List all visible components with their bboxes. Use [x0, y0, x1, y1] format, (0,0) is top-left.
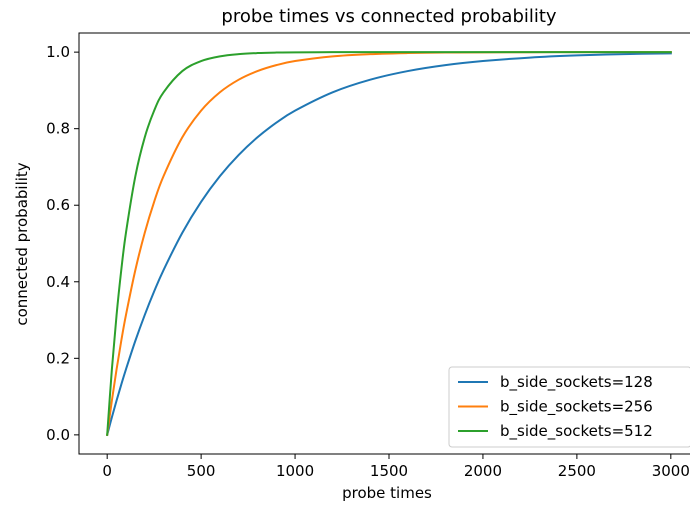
y-tick-label: 0.2 [46, 349, 70, 367]
y-tick-label: 0.8 [46, 120, 70, 138]
chart-title: probe times vs connected probability [221, 6, 557, 27]
x-tick-label: 0 [102, 462, 112, 480]
x-tick-label: 500 [187, 462, 216, 480]
x-tick-label: 1500 [370, 462, 408, 480]
y-tick-label: 0.0 [46, 426, 70, 444]
y-tick-label: 0.6 [46, 196, 70, 214]
x-axis-label: probe times [342, 484, 432, 502]
y-tick-label: 1.0 [46, 43, 70, 61]
legend-label: b_side_sockets=512 [500, 422, 653, 441]
x-tick-label: 2000 [464, 462, 502, 480]
x-tick-label: 3000 [652, 462, 690, 480]
legend-label: b_side_sockets=256 [500, 398, 653, 417]
y-axis: 0.0 0.2 0.4 0.6 0.8 1.0 [46, 43, 79, 444]
legend: b_side_sockets=128 b_side_sockets=256 b_si… [448, 366, 690, 448]
x-tick-label: 2500 [558, 462, 596, 480]
plot-area [105, 51, 672, 437]
x-tick-label: 1000 [276, 462, 314, 480]
series-line-1 [105, 52, 672, 437]
series-line-3 [106, 51, 672, 436]
x-axis: 0 500 1000 1500 2000 2500 3000 [102, 454, 690, 480]
legend-box [448, 366, 690, 448]
y-tick-label: 0.4 [46, 273, 70, 291]
y-axis-label: connected probability [13, 162, 31, 325]
legend-label: b_side_sockets=128 [500, 373, 653, 392]
